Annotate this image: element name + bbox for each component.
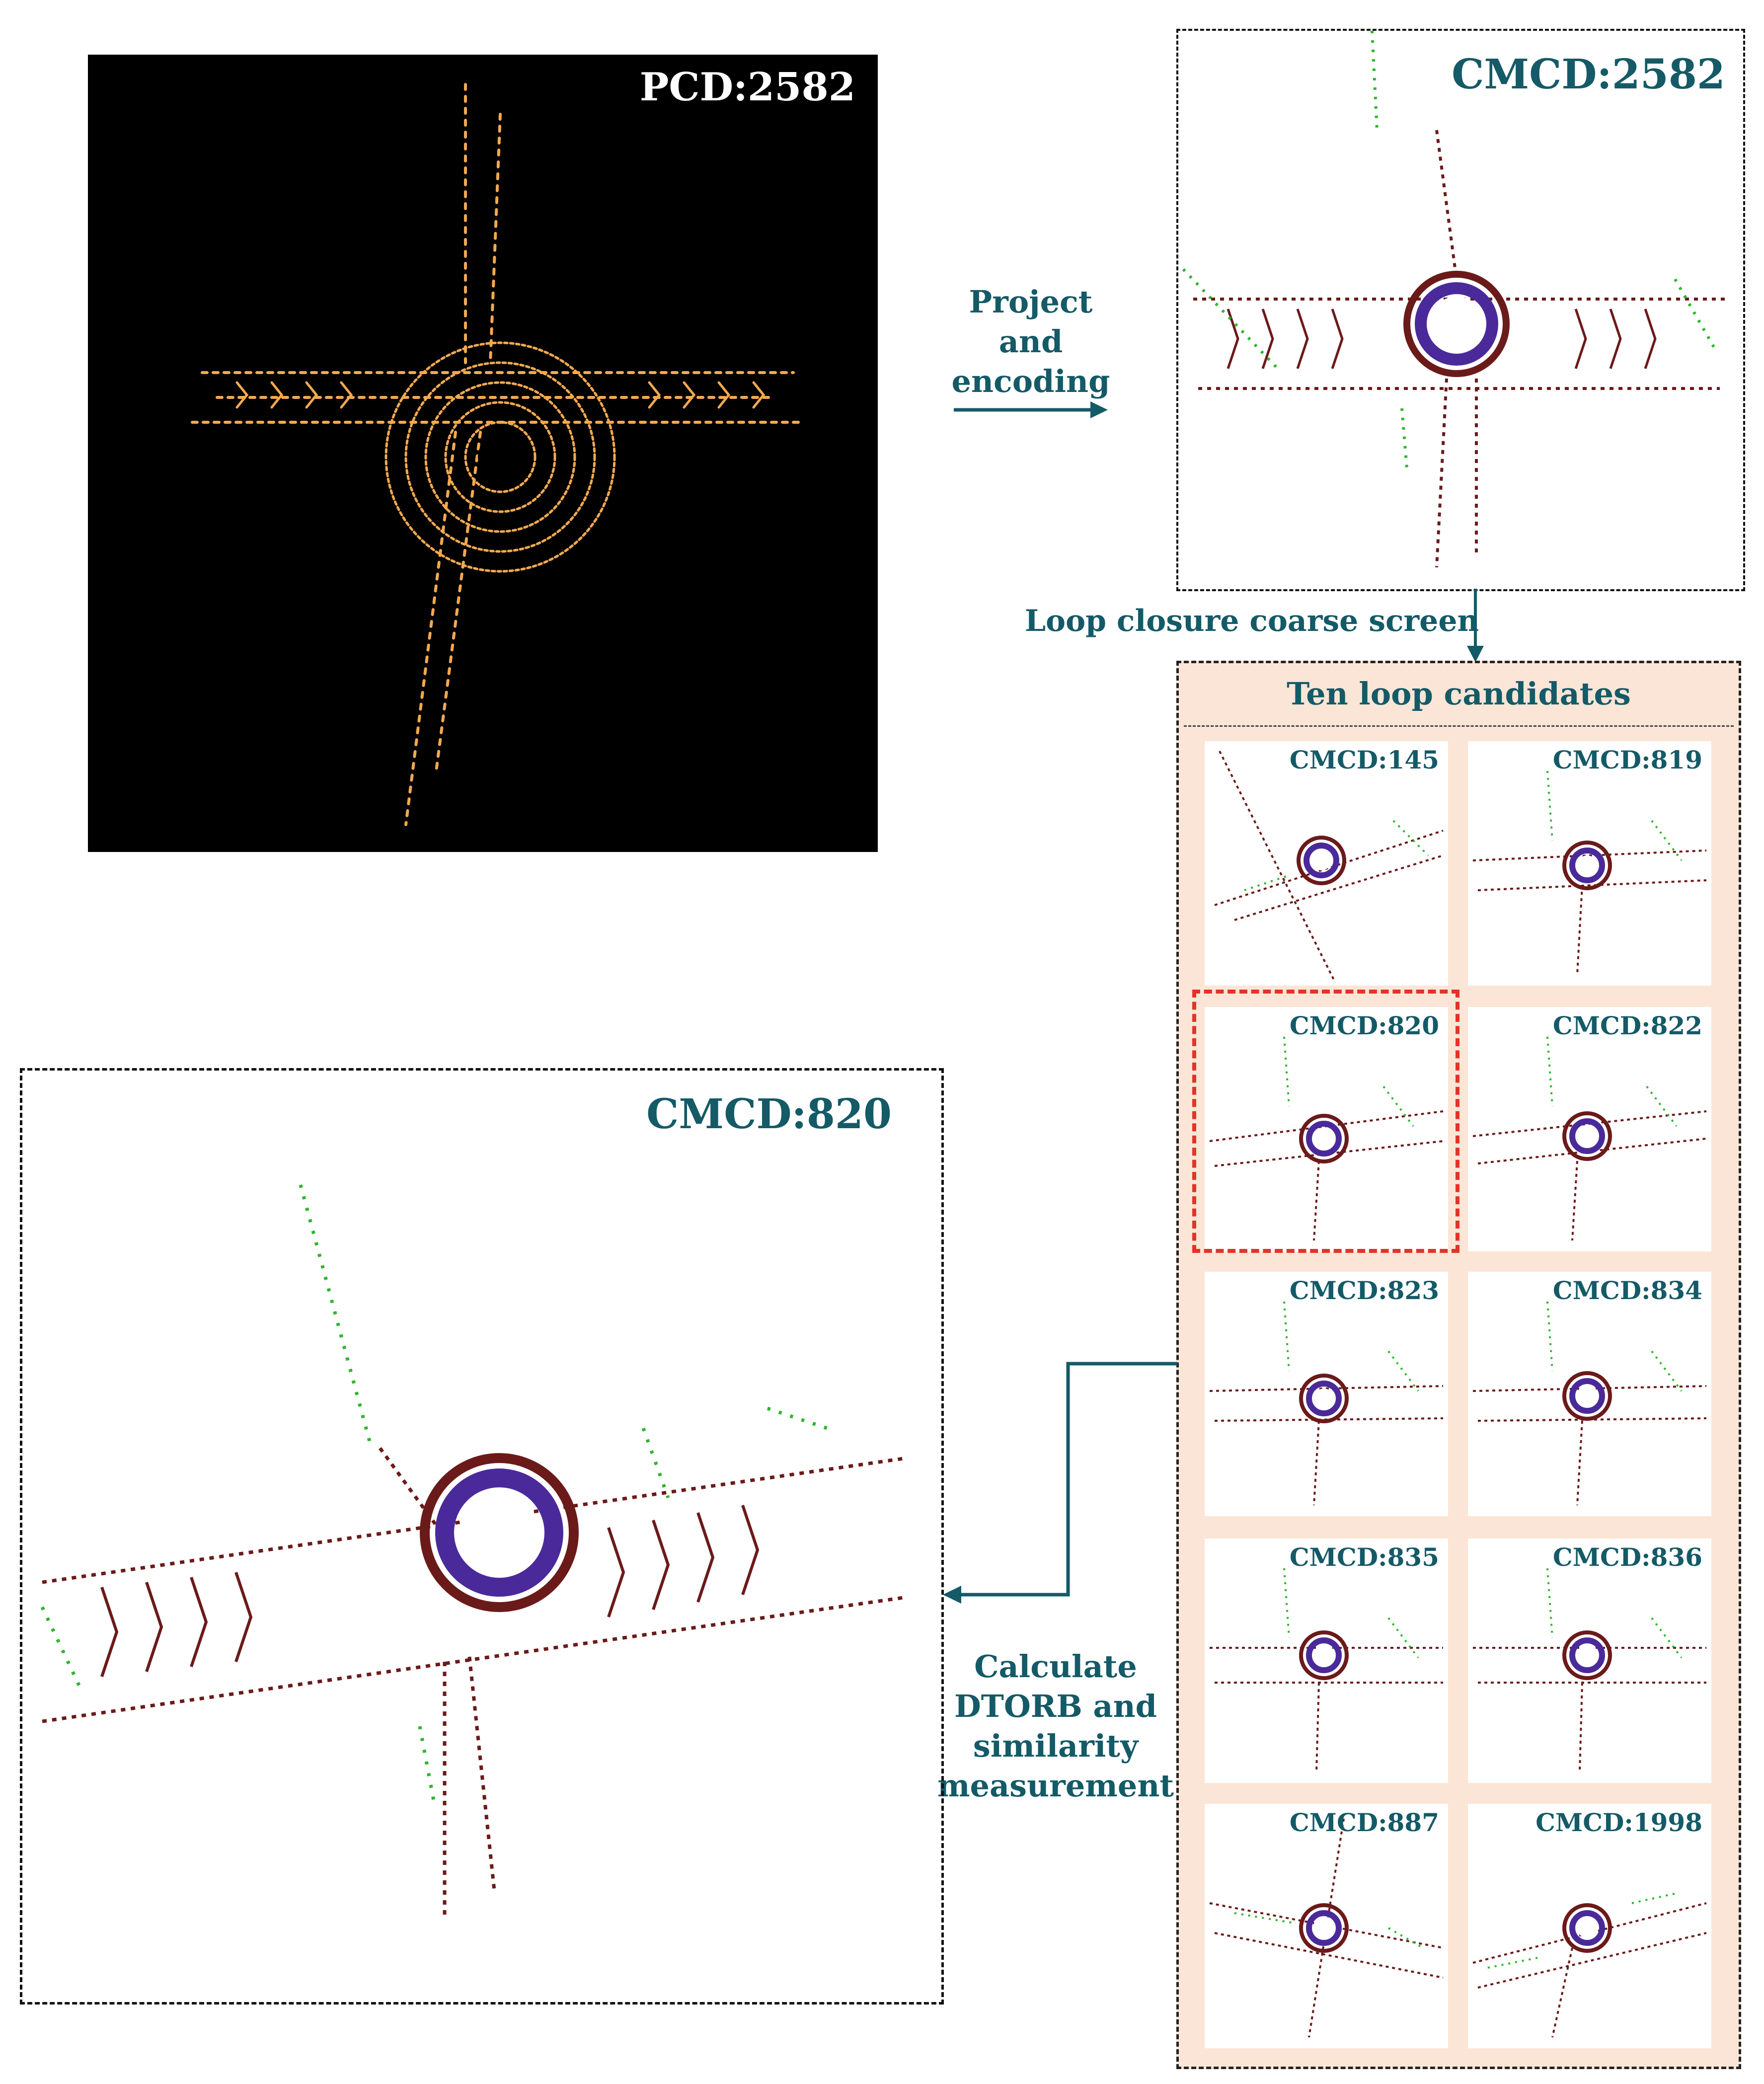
selected-candidate-highlight <box>1192 990 1459 1253</box>
candidate-label: CMCD:1998 <box>1535 1808 1702 1837</box>
candidate-label: CMCD:887 <box>1289 1808 1439 1837</box>
candidate-image <box>1472 1892 1707 2038</box>
candidate-image <box>1472 1301 1707 1506</box>
cmcd-main-image <box>1182 31 1725 568</box>
candidate-image <box>1209 1036 1444 1241</box>
result-cmcd-panel: CMCD:820 <box>20 1068 944 2005</box>
candidates-title: Ten loop candidates <box>1287 676 1631 712</box>
candidate-label: CMCD:819 <box>1552 745 1702 774</box>
candidate-cmcd-823[interactable]: CMCD:823 <box>1205 1272 1448 1516</box>
result-arrow-icon <box>943 1362 1177 1604</box>
project-step-label: Project and encoding <box>951 284 1110 399</box>
candidate-image <box>1210 1568 1443 1773</box>
candidate-cmcd-835[interactable]: CMCD:835 <box>1205 1539 1448 1783</box>
candidate-image <box>1209 1818 1444 2038</box>
candidate-cmcd-1998[interactable]: CMCD:1998 <box>1468 1804 1711 2048</box>
candidate-label: CMCD:834 <box>1552 1276 1702 1305</box>
result-cmcd-image <box>40 1184 907 1915</box>
candidate-label: CMCD:822 <box>1552 1011 1702 1040</box>
candidate-cmcd-820[interactable]: CMCD:820 <box>1205 1007 1448 1251</box>
candidate-image <box>1214 751 1444 980</box>
candidate-cmcd-819[interactable]: CMCD:819 <box>1468 741 1711 986</box>
candidate-label: CMCD:820 <box>1289 1011 1439 1040</box>
coarse-screen-step-label: Loop closure coarse screen <box>1024 604 1479 638</box>
candidate-image <box>1473 1568 1706 1773</box>
project-arrow-icon <box>954 401 1108 418</box>
calculate-step-label: Calculate DTORB and similarity measureme… <box>937 1648 1174 1804</box>
candidate-cmcd-887[interactable]: CMCD:887 <box>1205 1804 1448 2048</box>
candidate-cmcd-834[interactable]: CMCD:834 <box>1468 1272 1711 1516</box>
cmcd-main-label: CMCD:2582 <box>1452 51 1725 98</box>
candidate-image <box>1472 771 1707 975</box>
loop-candidates-panel: Ten loop candidates CMCD:145 CMCD:819 CM… <box>1176 661 1741 2069</box>
candidate-cmcd-145[interactable]: CMCD:145 <box>1205 741 1448 986</box>
result-cmcd-label: CMCD:820 <box>646 1090 892 1138</box>
candidates-divider <box>1184 725 1734 727</box>
pcd-label: PCD:2582 <box>639 65 855 110</box>
candidate-label: CMCD:835 <box>1289 1543 1439 1572</box>
pcd-panel: PCD:2582 <box>88 55 878 852</box>
candidate-cmcd-836[interactable]: CMCD:836 <box>1468 1539 1711 1783</box>
candidate-image <box>1472 1036 1707 1241</box>
candidate-label: CMCD:836 <box>1552 1543 1702 1572</box>
coarse-screen-arrow-icon <box>1467 589 1484 662</box>
candidate-label: CMCD:823 <box>1289 1276 1439 1305</box>
cmcd-main-panel: CMCD:2582 <box>1176 29 1745 591</box>
candidate-cmcd-822[interactable]: CMCD:822 <box>1468 1007 1711 1251</box>
point-cloud-image <box>191 83 800 826</box>
candidate-image <box>1209 1301 1444 1506</box>
candidate-label: CMCD:145 <box>1289 745 1439 774</box>
